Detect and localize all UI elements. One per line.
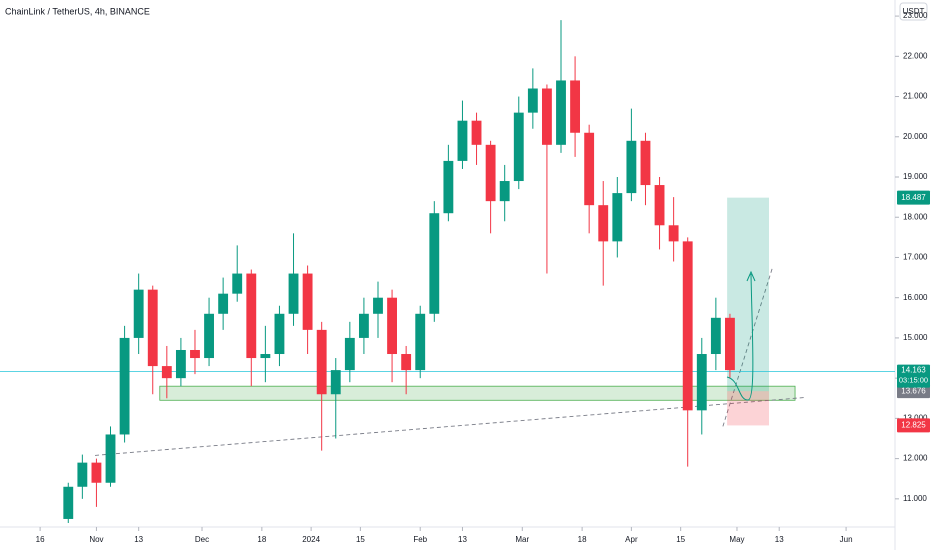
x-tick-label: 2024 (302, 535, 320, 544)
candle-body (77, 462, 88, 487)
candle-body (218, 293, 229, 314)
last-price-tag-bg (897, 364, 930, 388)
x-tick-label: 13 (775, 535, 784, 544)
candle-body (598, 205, 609, 242)
candle-body (612, 193, 623, 242)
currency-label[interactable]: USDT (903, 7, 925, 16)
candle-body (175, 349, 186, 379)
x-tick-label: Dec (195, 535, 209, 544)
plot-area (0, 20, 895, 523)
candle-body (133, 289, 144, 338)
candle-body (443, 160, 454, 214)
y-tick-label: 22.000 (903, 51, 928, 60)
x-tick-label: Feb (413, 535, 427, 544)
y-tick-label: 13.000 (903, 413, 928, 422)
y-tick-label: 11.000 (903, 494, 927, 503)
x-tick-label: 18 (257, 535, 266, 544)
candle-body (696, 354, 707, 411)
y-tick-label: 12.000 (903, 454, 928, 463)
y-tick-label: 20.000 (903, 132, 928, 141)
candle-body (401, 354, 412, 371)
candle-body (429, 213, 440, 314)
x-tick-label: 15 (676, 535, 685, 544)
candle-body (358, 313, 369, 338)
chart-title: ChainLink / TetherUS, 4h, BINANCE (5, 6, 150, 16)
x-tick-label: Mar (515, 535, 529, 544)
candle-body (570, 80, 581, 133)
candle-body (91, 462, 102, 483)
stop-tag-bg (897, 418, 930, 433)
candle-body (288, 273, 299, 314)
candle-body (161, 366, 172, 379)
candle-body (330, 370, 341, 395)
stop-tag: 12.825 (901, 421, 926, 430)
candle-body (541, 88, 552, 145)
candle-body (457, 120, 468, 161)
candle-body (527, 88, 538, 113)
projection-arrow (726, 270, 756, 401)
y-tick-label: 17.000 (903, 253, 928, 262)
x-tick-label: 15 (356, 535, 365, 544)
candle-body (584, 132, 595, 206)
target-tag: 18.487 (901, 193, 926, 202)
candle-body (725, 317, 735, 371)
currency-button[interactable] (899, 2, 928, 21)
candle-body (387, 297, 397, 355)
candle-body (316, 329, 327, 395)
y-tick-label: 23.000 (903, 11, 928, 20)
x-tick-label: 16 (36, 535, 45, 544)
candle-body (626, 140, 637, 194)
candle-body (373, 297, 383, 314)
candle-body (556, 80, 566, 145)
entry-tag-bg (897, 384, 930, 399)
candle-body (274, 313, 285, 355)
y-tick-label: 21.000 (903, 92, 928, 101)
x-tick-label: Apr (625, 535, 638, 544)
candle-body (119, 337, 130, 435)
candle-body (640, 140, 651, 186)
last-price-tag: 14.163 (901, 366, 926, 375)
entry-tag: 13.676 (901, 386, 926, 395)
x-tick-label: 13 (458, 535, 467, 544)
candle-body (63, 486, 74, 519)
y-tick-label: 18.000 (903, 212, 928, 221)
candle-body (344, 337, 355, 371)
position-loss (727, 391, 770, 426)
y-tick-label: 16.000 (903, 293, 928, 302)
candle-body (682, 241, 693, 411)
x-tick-label: Jun (840, 535, 853, 544)
y-tick-label: 19.000 (903, 172, 928, 181)
candle-body (668, 225, 679, 242)
candle-body (513, 112, 524, 182)
x-tick-label: May (729, 535, 744, 544)
target-tag-bg (897, 190, 930, 205)
candle-body (302, 273, 313, 330)
candle-body (415, 313, 426, 371)
candle-body (147, 289, 158, 367)
candle-body (246, 273, 257, 359)
candle-body (232, 273, 243, 294)
x-tick-label: 13 (134, 535, 143, 544)
candle-body (710, 317, 721, 355)
candle-body (260, 354, 271, 359)
x-tick-label: 18 (578, 535, 587, 544)
candle-body (471, 120, 482, 145)
candle-body (105, 434, 116, 483)
x-tick-label: Nov (89, 535, 103, 544)
countdown: 03:15:00 (899, 376, 928, 385)
candle-body (204, 313, 214, 359)
y-tick-label: 15.000 (903, 333, 928, 342)
candle-body (190, 349, 200, 359)
candle-body (654, 185, 665, 226)
candle-body (485, 144, 496, 202)
candle-body (499, 181, 510, 202)
